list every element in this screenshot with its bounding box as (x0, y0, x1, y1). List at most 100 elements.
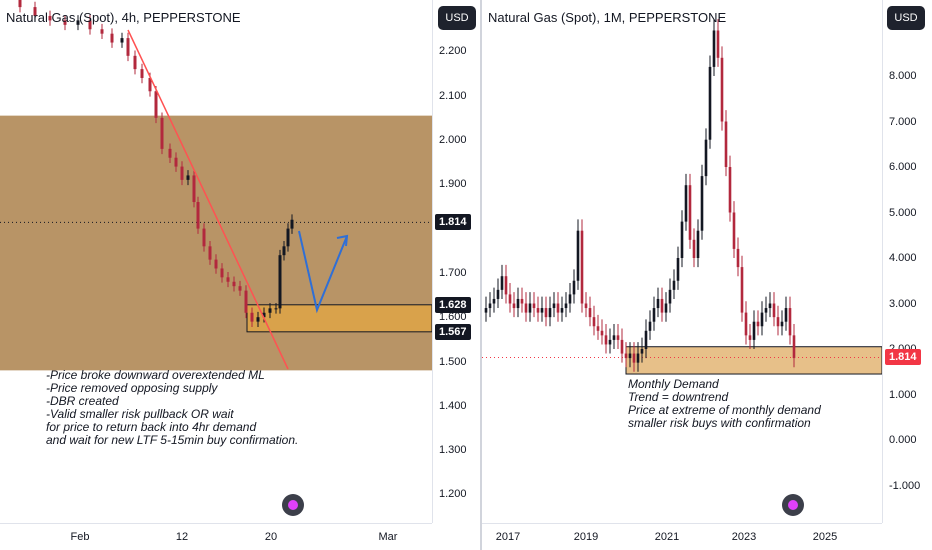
candle-body (88, 20, 92, 30)
monthly-candle-body (592, 317, 596, 327)
monthly-candle-body (792, 335, 796, 359)
monthly-candle-body (612, 335, 616, 340)
left-price-tick: 2.200 (439, 45, 467, 58)
monthly-candle-body (580, 230, 584, 304)
candle-body (290, 219, 294, 229)
monthly-candle-body (720, 57, 724, 122)
candle-body (256, 317, 260, 322)
candle-body (250, 312, 254, 322)
candle-body (226, 277, 230, 282)
candle-body (180, 166, 184, 180)
left-price-tag: 1.567 (435, 323, 471, 340)
candle-body (286, 228, 290, 247)
right-currency-button[interactable]: USD (887, 6, 925, 30)
monthly-candle-body (636, 353, 640, 363)
tradingview-logo-icon[interactable] (282, 494, 304, 516)
monthly-candle-body (528, 303, 532, 313)
monthly-candle-body (648, 321, 652, 331)
left-price-axis[interactable]: USD 2.200 2.100 2.000 1.900 1.700 1.600 1.500 1… (432, 0, 480, 523)
monthly-candle-body (492, 298, 496, 304)
right-time-tick: 2023 (731, 531, 757, 543)
candle-body (244, 290, 248, 313)
monthly-candle-body (556, 303, 560, 313)
monthly-candle-body (504, 276, 508, 295)
monthly-candle-body (488, 303, 492, 309)
monthly-candle-body (668, 289, 672, 304)
monthly-candle-body (764, 308, 768, 313)
monthly-candle-body (704, 139, 708, 177)
monthly-candle-body (548, 308, 552, 318)
right-price-tick: 0.000 (889, 434, 917, 446)
candle-body (196, 202, 200, 229)
left-time-axis[interactable]: Feb 12 20 Mar (0, 523, 432, 550)
tradingview-logo-icon[interactable] (782, 494, 804, 516)
monthly-candle-body (516, 298, 520, 309)
monthly-candle-body (784, 308, 788, 322)
monthly-candle-body (608, 339, 612, 345)
left-chart-canvas[interactable] (0, 0, 432, 523)
left-price-tick: 1.300 (439, 444, 467, 457)
right-price-tick: 7.000 (889, 115, 917, 128)
monthly-demand-zone (625, 346, 882, 375)
right-price-tick: 1.000 (889, 388, 917, 401)
monthly-candle-body (672, 280, 676, 290)
monthly-candle-body (716, 30, 720, 58)
monthly-candle-body (568, 294, 572, 304)
monthly-candle-body (540, 308, 544, 313)
monthly-candle-body (536, 308, 540, 313)
candle-body (110, 33, 114, 43)
monthly-candle-body (776, 317, 780, 327)
candle-body (278, 255, 282, 309)
monthly-candle-body (728, 167, 732, 213)
left-time-tick: Mar (378, 531, 398, 543)
left-price-tick: 1.700 (439, 266, 467, 279)
left-chart-area[interactable]: Natural Gas (Spot), 4h, PEPPERSTONE -Pri… (0, 0, 432, 523)
monthly-candle-body (588, 308, 592, 318)
projection-path (298, 230, 348, 314)
monthly-candle-body (688, 185, 692, 240)
monthly-candle-body (712, 30, 716, 67)
monthly-candle-body (584, 303, 588, 309)
monthly-candle-body (600, 330, 604, 336)
candle-body (192, 175, 196, 203)
right-chart-canvas[interactable] (482, 0, 882, 523)
monthly-candle-body (508, 294, 512, 304)
left-price-tick: 1.200 (439, 488, 467, 501)
left-time-tick: 12 (175, 531, 189, 543)
pane-divider[interactable] (480, 0, 482, 550)
left-chart-pane[interactable]: Natural Gas (Spot), 4h, PEPPERSTONE -Pri… (0, 0, 480, 550)
trendline (127, 29, 289, 370)
monthly-candle-body (512, 303, 516, 309)
monthly-candle-body (544, 308, 548, 318)
left-time-tick: 20 (264, 531, 278, 543)
monthly-candle-body (620, 339, 624, 354)
right-time-axis[interactable]: 2017 2019 2021 2023 2025 (482, 523, 882, 550)
left-price-tag: 1.628 (435, 296, 471, 313)
monthly-candle-body (692, 239, 696, 258)
monthly-candle-body (708, 66, 712, 140)
right-chart-pane[interactable]: Natural Gas (Spot), 1M, PEPPERSTONE Mont… (482, 0, 932, 550)
monthly-candle-body (768, 303, 772, 309)
candle-body (133, 55, 137, 70)
left-annotation-line: -DBR created (46, 394, 119, 408)
candle-body (154, 91, 158, 118)
monthly-candle-body (772, 303, 776, 318)
candle-body (208, 246, 212, 260)
right-time-tick: 2019 (573, 531, 599, 543)
candle-body (148, 77, 152, 92)
monthly-candle-body (616, 335, 620, 340)
left-chart-annotation: -Price broke downward overextended ML -Pr… (46, 369, 298, 447)
right-annotation-line: Monthly Demand (628, 377, 719, 391)
right-chart-area[interactable]: Natural Gas (Spot), 1M, PEPPERSTONE Mont… (482, 0, 882, 523)
candle-body (202, 228, 206, 247)
right-price-axis[interactable]: USD 8.0007.0006.0005.0004.0003.0002.0001… (882, 0, 932, 523)
candle-body (140, 69, 144, 78)
right-time-tick: 2025 (812, 531, 838, 543)
monthly-candle-body (676, 258, 680, 281)
left-annotation-line: for price to return back into 4hr demand (46, 420, 257, 434)
monthly-candle-body (732, 212, 736, 249)
monthly-candle-body (660, 298, 664, 313)
left-currency-button[interactable]: USD (438, 6, 476, 30)
left-price-tick: 1.400 (439, 399, 467, 412)
right-current-price-tag: 1.814 (885, 349, 921, 366)
